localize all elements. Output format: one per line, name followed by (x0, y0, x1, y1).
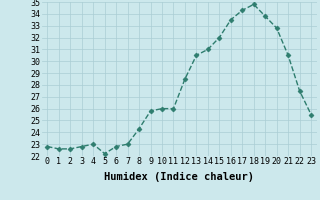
X-axis label: Humidex (Indice chaleur): Humidex (Indice chaleur) (104, 172, 254, 182)
